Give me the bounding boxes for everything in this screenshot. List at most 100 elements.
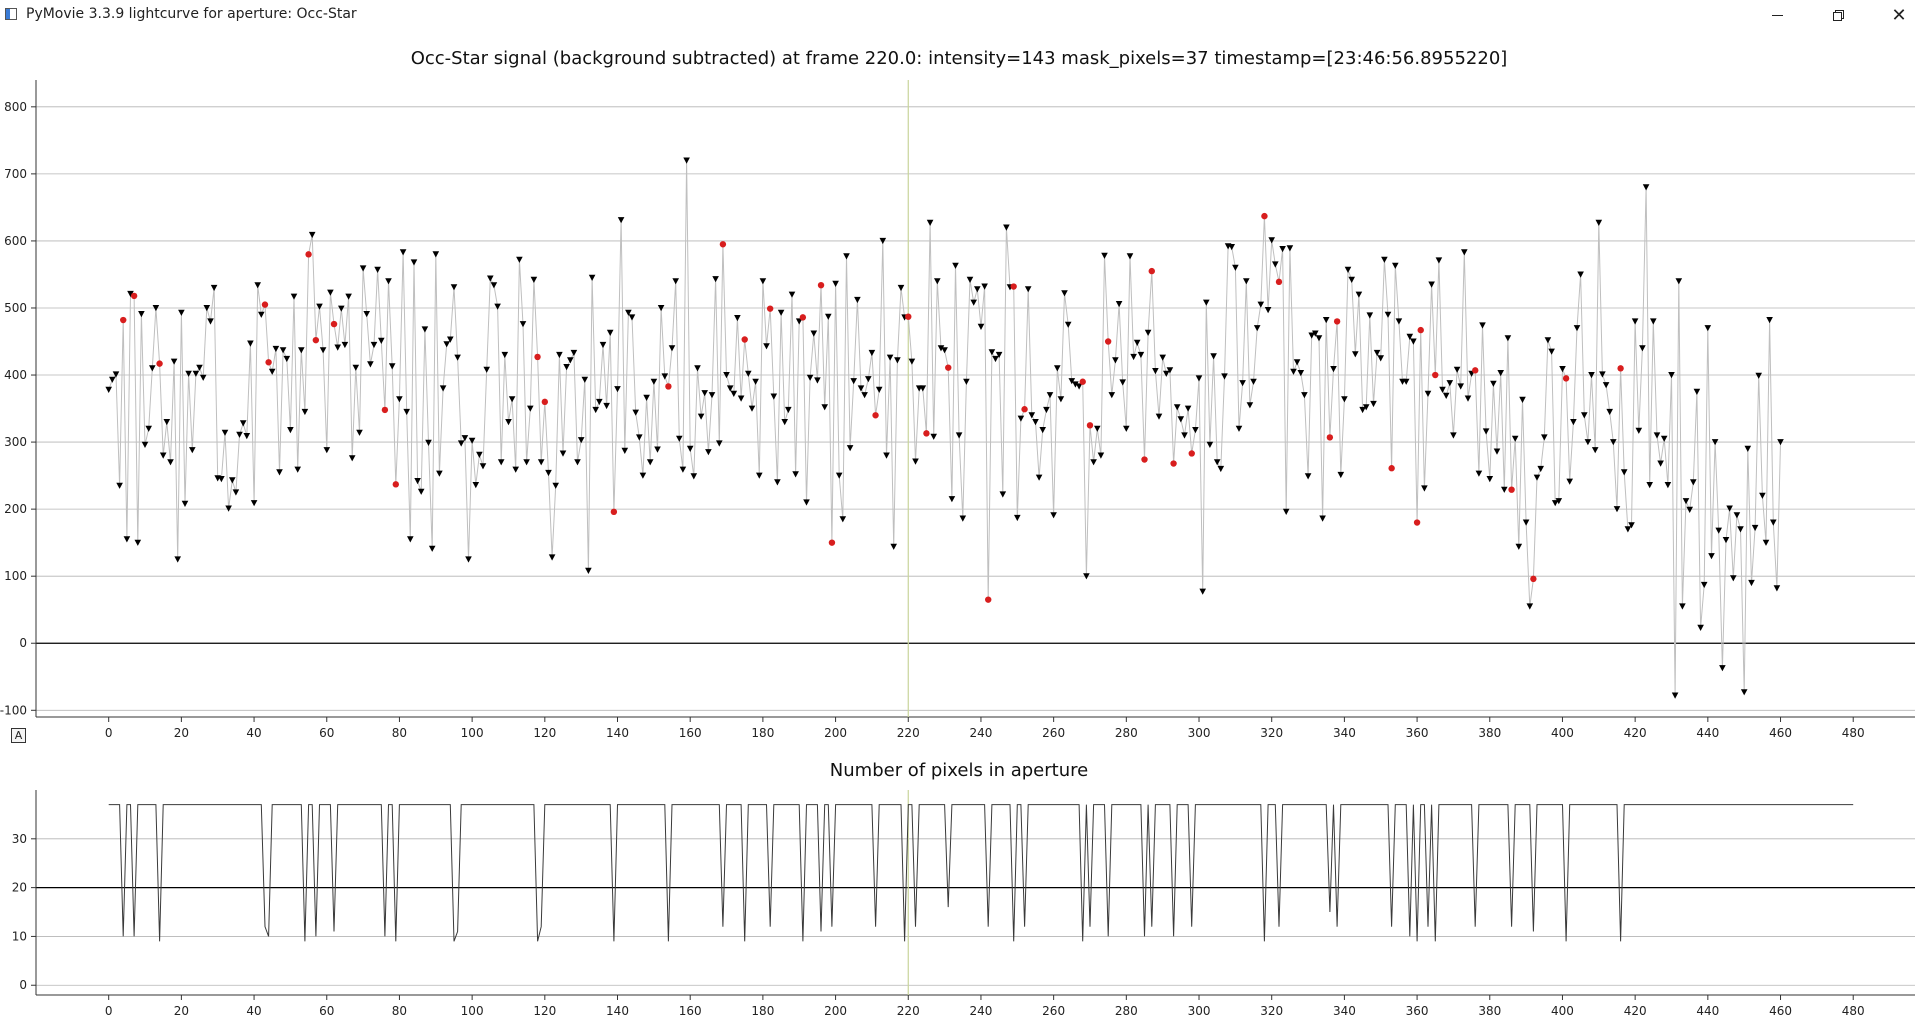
lightcurve-point bbox=[472, 482, 480, 489]
lightcurve-point bbox=[697, 413, 705, 420]
lightcurve-point bbox=[941, 347, 948, 354]
lightcurve-point bbox=[1290, 368, 1297, 375]
lightcurve-point bbox=[1373, 349, 1381, 357]
lightcurve-point bbox=[1377, 355, 1384, 362]
lightcurve-point bbox=[1457, 383, 1464, 390]
lightcurve-point bbox=[1628, 522, 1635, 529]
lightcurve-point bbox=[614, 386, 621, 393]
lightcurve-point bbox=[810, 330, 818, 337]
lightcurve-point bbox=[1352, 351, 1359, 358]
lightcurve-point bbox=[283, 355, 291, 363]
lightcurve-point bbox=[385, 278, 392, 285]
autoscale-button[interactable]: A bbox=[11, 728, 26, 743]
lightcurve-point bbox=[457, 440, 465, 447]
lightcurve-ytick-label: 100 bbox=[4, 569, 27, 583]
minimize-button[interactable] bbox=[1754, 0, 1800, 30]
lightcurve-point bbox=[592, 406, 599, 414]
lightcurve-point bbox=[1097, 452, 1105, 459]
lightcurve-point bbox=[1631, 318, 1639, 325]
pixels-xtick-label: 460 bbox=[1769, 1004, 1792, 1018]
lightcurve-point bbox=[1268, 237, 1275, 244]
lightcurve-point bbox=[1090, 459, 1097, 466]
lightcurve-point bbox=[814, 377, 821, 384]
lightcurve-xtick-label: 240 bbox=[969, 726, 992, 740]
lightcurve-point bbox=[196, 364, 203, 371]
lightcurve-point bbox=[1515, 543, 1523, 550]
lightcurve-point bbox=[417, 488, 425, 495]
lightcurve-point bbox=[617, 217, 625, 224]
lightcurve-point bbox=[1704, 325, 1712, 332]
lightcurve-point bbox=[1519, 396, 1526, 403]
lightcurve-ytick-label: 400 bbox=[4, 368, 27, 382]
lightcurve-point bbox=[319, 347, 327, 354]
lightcurve-point bbox=[548, 554, 556, 561]
lightcurve-point-red bbox=[905, 313, 912, 320]
lightcurve-point bbox=[668, 345, 676, 352]
lightcurve-point bbox=[225, 505, 232, 512]
lightcurve-point bbox=[396, 396, 403, 403]
lightcurve-point bbox=[149, 365, 156, 372]
lightcurve-point bbox=[966, 276, 974, 283]
lightcurve-point bbox=[1264, 307, 1272, 314]
lightcurve-point bbox=[1624, 526, 1632, 533]
lightcurve-point bbox=[1195, 375, 1203, 382]
lightcurve-point bbox=[676, 435, 683, 442]
pixels-xtick-label: 140 bbox=[606, 1004, 629, 1018]
lightcurve-point bbox=[628, 314, 636, 321]
restore-button[interactable] bbox=[1815, 0, 1861, 30]
lightcurve-point bbox=[708, 392, 716, 399]
lightcurve-point bbox=[1541, 434, 1548, 441]
lightcurve-point bbox=[1639, 345, 1646, 352]
pixels-xtick-label: 20 bbox=[174, 1004, 189, 1018]
lightcurve-point-red bbox=[610, 508, 618, 516]
lightcurve-point bbox=[854, 296, 861, 304]
lightcurve-plot[interactable]: -100 0 100 200 300 400 500 600 700 800 0 20 40 60 80 10… bbox=[0, 80, 1915, 740]
lightcurve-point bbox=[1024, 286, 1032, 293]
lightcurve-point bbox=[1348, 276, 1355, 283]
close-button[interactable]: ✕ bbox=[1876, 0, 1918, 30]
lightcurve-point bbox=[1464, 395, 1472, 402]
lightcurve-point bbox=[1555, 498, 1563, 505]
lightcurve-point bbox=[865, 376, 872, 383]
lightcurve-point bbox=[1137, 351, 1145, 359]
lightcurve-xtick-label: 200 bbox=[824, 726, 847, 740]
lightcurve-point bbox=[170, 358, 178, 365]
lightcurve-xtick-label: 480 bbox=[1842, 726, 1865, 740]
lightcurve-point bbox=[497, 459, 505, 466]
lightcurve-point bbox=[1043, 406, 1050, 414]
lightcurve-xtick-label: 260 bbox=[1042, 726, 1065, 740]
lightcurve-xtick-label: 400 bbox=[1551, 726, 1574, 740]
lightcurve-point bbox=[487, 275, 494, 282]
lightcurve-xtick-label: 320 bbox=[1260, 726, 1283, 740]
lightcurve-point bbox=[930, 433, 937, 440]
lightcurve-point bbox=[1246, 402, 1254, 409]
lightcurve-point bbox=[1123, 425, 1130, 432]
lightcurve-point bbox=[359, 265, 367, 272]
lightcurve-ytick-label: 800 bbox=[4, 100, 27, 114]
lightcurve-point bbox=[821, 404, 828, 411]
lightcurve-point bbox=[868, 349, 876, 357]
lightcurve-point-red bbox=[1010, 283, 1017, 290]
lightcurve-xtick-label: 300 bbox=[1188, 726, 1211, 740]
lightcurve-point-red bbox=[156, 360, 163, 367]
pixels-xtick-label: 60 bbox=[319, 1004, 334, 1018]
lightcurve-point bbox=[625, 309, 632, 316]
lightcurve-point bbox=[1737, 526, 1744, 533]
lightcurve-point bbox=[894, 357, 901, 364]
lightcurve-point-red bbox=[1086, 422, 1094, 429]
lightcurve-point bbox=[1155, 413, 1163, 420]
pixels-xtick-label: 300 bbox=[1188, 1004, 1211, 1018]
lightcurve-point bbox=[1675, 278, 1683, 285]
lightcurve-point bbox=[1184, 405, 1192, 412]
pixels-xtick-label: 80 bbox=[392, 1004, 407, 1018]
lightcurve-point bbox=[1257, 301, 1265, 308]
lightcurve-point bbox=[806, 374, 814, 381]
lightcurve-point-red bbox=[872, 412, 879, 419]
lightcurve-point bbox=[1395, 318, 1403, 325]
lightcurve-point bbox=[370, 341, 378, 349]
lightcurve-point bbox=[726, 385, 734, 392]
lightcurve-point bbox=[654, 446, 661, 453]
lightcurve-point bbox=[290, 293, 298, 300]
